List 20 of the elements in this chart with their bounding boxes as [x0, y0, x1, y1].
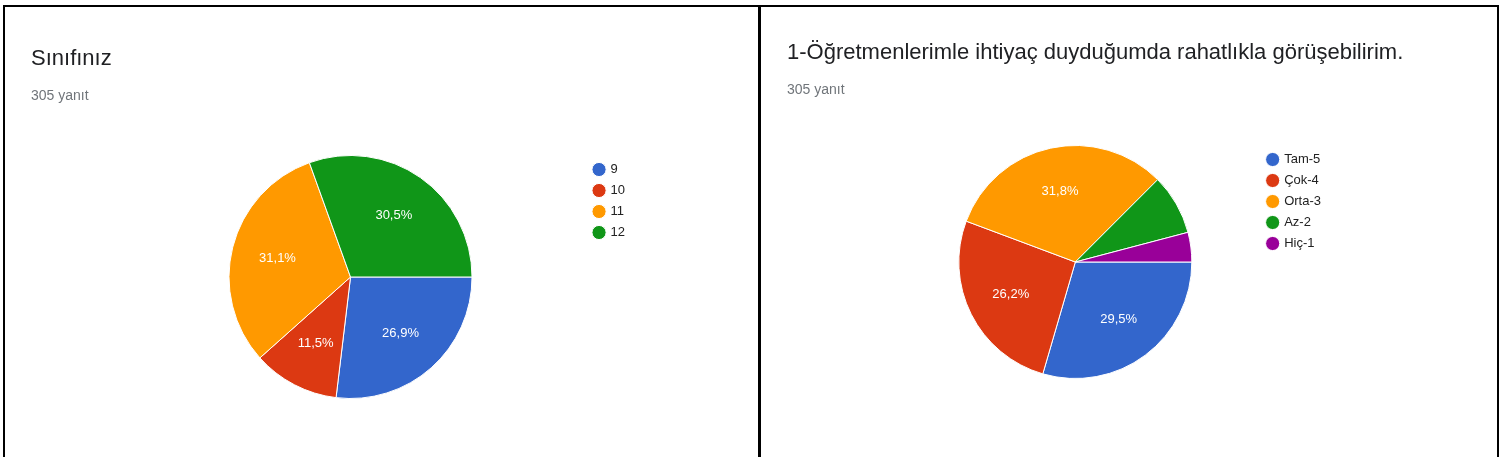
text: 305 yanıt	[787, 81, 845, 97]
chart-title: 1-Öğretmenlerimle ihtiyaç duyduğumda rahatlıkla görüşebilirim.	[787, 39, 1404, 65]
data-label: 26,2%	[992, 285, 1030, 301]
legend-label: Çok-4	[1284, 172, 1319, 188]
legend-label: Az-2	[1284, 214, 1311, 230]
data-label: 11,5%	[297, 335, 335, 351]
data-label: 30,5%	[375, 206, 413, 222]
text: 305 yanıt	[31, 87, 89, 103]
legend-label: 12	[610, 224, 626, 240]
legend-label: 9	[610, 161, 618, 177]
data-label: 31,1%	[259, 250, 297, 266]
chart-title: Sınıfınız	[31, 45, 112, 71]
legend-label: Orta-3	[1284, 193, 1321, 209]
data-label: 26,9%	[382, 324, 420, 340]
legend-label: Hiç-1	[1284, 235, 1315, 251]
legend-label: 10	[610, 182, 626, 198]
legend-label: Tam-5	[1284, 151, 1321, 167]
legend-label: 11	[610, 203, 625, 219]
data-label: 31,8%	[1041, 182, 1079, 198]
data-label: 29,5%	[1100, 311, 1138, 327]
